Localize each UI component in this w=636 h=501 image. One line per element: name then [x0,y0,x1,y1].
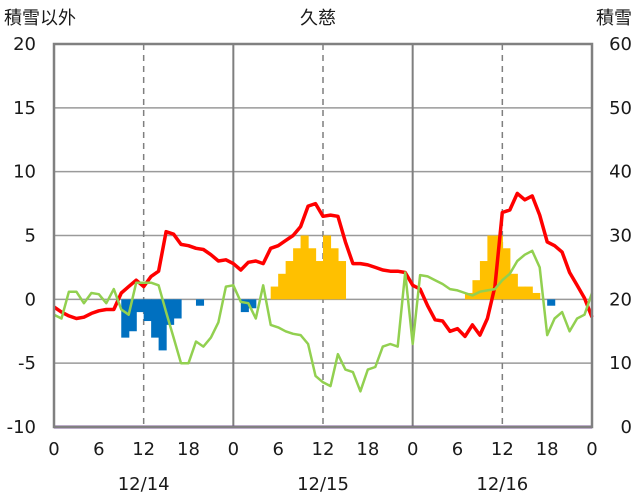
blue-bar-11 [547,299,556,306]
left-y-tick-label: 10 [13,162,36,183]
x-tick-label: 18 [177,439,200,460]
red-series-line [53,191,594,339]
blue-bar-7 [173,299,182,319]
x-tick-label: 0 [407,439,418,460]
orange-bar-0-5 [308,248,317,300]
orange-bar-0-9 [337,261,347,300]
right-y-tick-label: 0 [621,417,632,438]
left-axis-label: 積雪以外 [4,8,76,29]
x-tick-label: 0 [586,439,597,460]
blue-bar-2 [136,299,145,313]
right-y-tick-label: 60 [609,34,632,55]
orange-bar-1-3 [487,235,496,300]
orange-bar-0-7 [323,235,332,300]
blue-bar-3 [143,299,152,322]
blue-bar-10 [248,299,257,309]
orange-bar-0-6 [315,261,324,300]
left-y-tick-label: 0 [25,289,36,310]
blue-bar-9 [240,299,249,313]
x-tick-label: 18 [356,439,379,460]
green-series-line [53,249,594,393]
orange-bar-1-6 [509,273,518,300]
date-label: 12/15 [297,474,349,495]
x-tick-label: 0 [48,439,59,460]
orange-bar-0-1 [278,273,287,300]
blue-bar-8 [195,299,205,306]
orange-bar-0-3 [293,248,302,300]
date-label: 12/16 [476,474,528,495]
left-y-tick-label: 5 [25,226,36,247]
orange-bar-1-2 [479,261,488,300]
plot-frame [52,42,594,429]
chart-title: 久慈 [300,8,336,29]
orange-bar-1-9 [532,292,541,300]
left-y-tick-label: -5 [18,353,36,374]
left-y-tick-label: 15 [13,98,36,119]
orange-bar-1-5 [502,248,511,300]
right-y-tick-label: 10 [609,353,632,374]
right-y-tick-label: 20 [609,289,632,310]
orange-bar-1-1 [472,280,481,300]
x-tick-label: 6 [272,439,283,460]
right-y-tick-label: 30 [609,226,632,247]
x-tick-label: 0 [228,439,239,460]
x-tick-label: 12 [132,439,155,460]
blue-bar-6 [166,299,175,325]
orange-bar-1-4 [494,235,503,300]
blue-bar-1 [128,299,137,332]
x-tick-label: 18 [536,439,559,460]
x-tick-label: 12 [491,439,514,460]
left-y-tick-label: 20 [13,34,36,55]
blue-bar-5 [158,299,167,351]
blue-bar-0 [121,299,130,338]
orange-bar-1-8 [524,286,533,300]
orange-bar-1-7 [517,286,526,300]
x-tick-label: 6 [452,439,463,460]
x-tick-label: 6 [93,439,104,460]
blue-bar-4 [151,299,160,338]
orange-bar-0-0 [270,286,279,300]
right-axis-label: 積雪 [596,8,632,29]
orange-bar-1-0 [464,292,474,300]
plot-border [52,42,594,429]
left-y-tick-label: -10 [7,417,36,438]
orange-bar-0-4 [300,235,309,300]
orange-bar-0-2 [285,261,294,300]
orange-bar-0-8 [330,248,339,300]
bar-series [121,235,556,351]
right-y-tick-label: 40 [609,162,632,183]
x-tick-label: 12 [312,439,335,460]
right-y-tick-label: 50 [609,98,632,119]
date-label: 12/14 [118,474,170,495]
